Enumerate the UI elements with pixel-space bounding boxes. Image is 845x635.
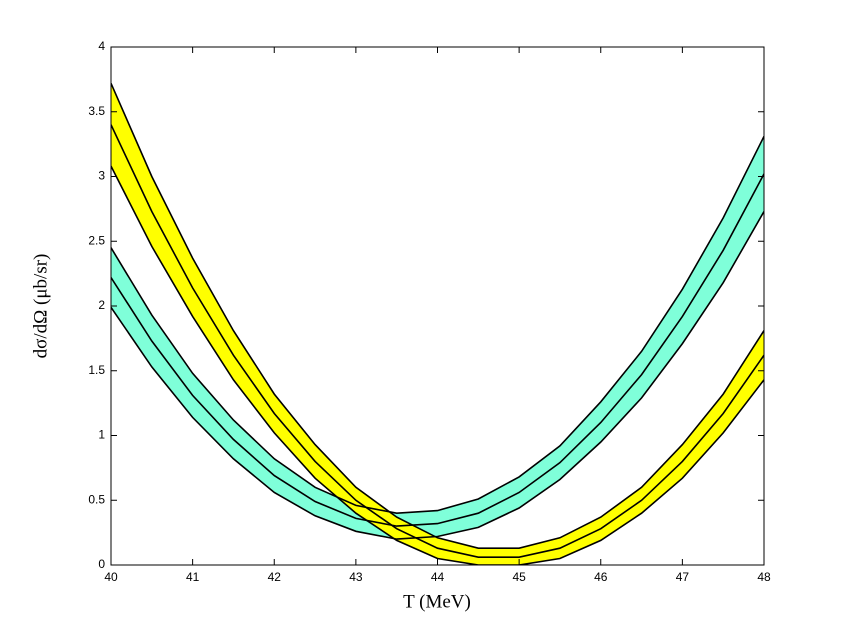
y-tick-label: 3.5	[88, 104, 105, 118]
y-tick-label: 2.5	[88, 233, 105, 247]
band-line	[111, 136, 764, 515]
x-tick-label: 44	[431, 570, 445, 584]
y-tick-label: 0.5	[88, 492, 105, 506]
y-tick-label: 4	[98, 39, 105, 53]
x-tick-label: 45	[512, 570, 526, 584]
x-tick-label: 48	[757, 570, 771, 584]
band-line	[111, 82, 764, 549]
x-tick-label: 40	[104, 570, 118, 584]
x-tick-label: 41	[186, 570, 200, 584]
x-tick-label: 46	[594, 570, 608, 584]
band-line	[111, 124, 764, 558]
y-tick-label: 2	[98, 298, 105, 312]
plot-area	[111, 82, 764, 565]
x-axis-label: T (MeV)	[403, 591, 471, 612]
x-tick-label: 43	[349, 570, 363, 584]
x-tick-label: 47	[676, 570, 690, 584]
y-tick-label: 1.5	[88, 363, 105, 377]
band-line	[111, 165, 764, 565]
y-tick-label: 3	[98, 169, 105, 183]
band-fill	[111, 136, 764, 540]
x-tick-label: 42	[268, 570, 282, 584]
band-line	[111, 211, 764, 540]
band-line	[111, 173, 764, 527]
y-tick-label: 0	[98, 557, 105, 571]
y-tick-label: 1	[98, 428, 105, 442]
y-axis-label: dσ/dΩ (μb/sr)	[30, 254, 51, 359]
